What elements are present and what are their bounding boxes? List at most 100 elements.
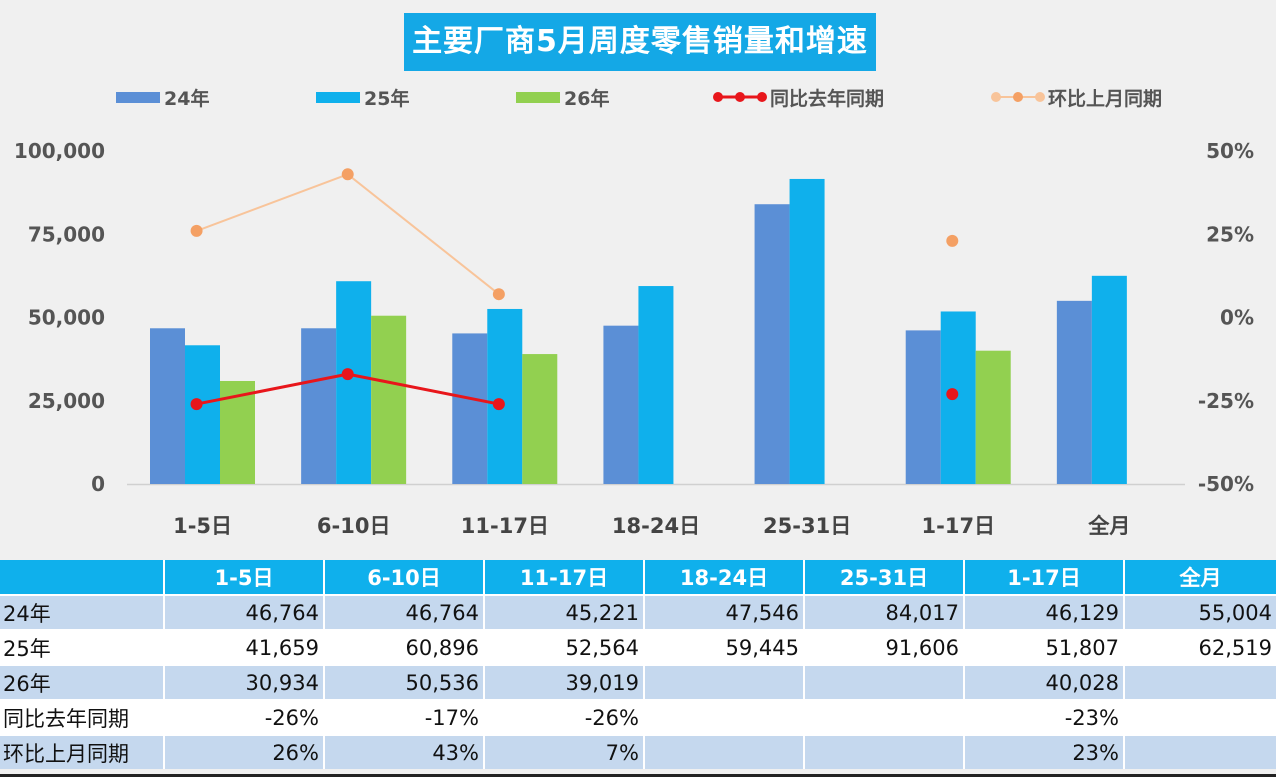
right-axis-tick-label: 0% — [1220, 306, 1254, 330]
x-axis-tick-label: 11-17日 — [461, 514, 549, 538]
bar-24年 — [603, 325, 639, 484]
table-cell: 7% — [483, 734, 644, 769]
table-cell: 62,519 — [1123, 629, 1276, 665]
table-cell: 30,934 — [163, 664, 324, 700]
table-cell: 91,606 — [803, 629, 964, 665]
row-label: 同比去年同期 — [0, 699, 164, 735]
line-segment-同比去年同期 — [196, 372, 349, 406]
table-header-corner — [0, 560, 164, 595]
left-axis-tick-label: 75,000 — [28, 222, 105, 246]
table-header-cell: 1-17日 — [963, 560, 1124, 595]
table-row: 24年 46,764 46,764 45,221 47,546 84,017 4… — [0, 594, 1276, 630]
table-cell: 51,807 — [963, 629, 1124, 665]
bar-25年 — [638, 286, 674, 484]
chart: 主要厂商5月周度零售销量和增速 24年 25年 26年 同比去年同期 环比上月同… — [14, 13, 1254, 538]
point-环比上月同期 — [190, 224, 203, 237]
x-axis-tick-label: 25-31日 — [763, 514, 851, 538]
table-cell: -26% — [163, 699, 324, 735]
table-cell: 26% — [163, 734, 324, 769]
right-axis-tick-label: -50% — [1198, 472, 1254, 496]
point-环比上月同期 — [492, 288, 505, 301]
legend-item-26: 26年 — [516, 84, 609, 110]
bar-24年 — [452, 333, 488, 484]
table-cell — [803, 664, 964, 700]
right-axis-tick-label: -25% — [1198, 389, 1254, 413]
table-cell — [803, 699, 964, 735]
bar-25年 — [185, 345, 220, 484]
bar-24年 — [905, 330, 941, 484]
legend-label-mom: 环比上月同期 — [1048, 87, 1163, 110]
point-同比去年同期 — [946, 388, 959, 401]
x-axis-tick-label: 6-10日 — [317, 514, 391, 538]
legend-item-25: 25年 — [316, 84, 409, 110]
legend-swatch-24 — [116, 91, 160, 103]
table-cell: 39,019 — [483, 664, 644, 700]
bar-26年 — [975, 350, 1011, 484]
table-header-cell: 11-17日 — [483, 560, 644, 595]
bar-26年 — [522, 354, 558, 484]
row-label: 26年 — [0, 664, 164, 700]
table-cell: 84,017 — [803, 594, 964, 630]
point-环比上月同期 — [946, 234, 959, 247]
table-cell — [803, 734, 964, 769]
table-cell — [1123, 664, 1276, 700]
legend-label-yoy: 同比去年同期 — [770, 87, 885, 110]
table-cell — [1123, 699, 1276, 735]
table-cell: 46,764 — [323, 594, 484, 630]
left-axis-tick-label: 25,000 — [28, 389, 105, 413]
table-cell — [643, 699, 804, 735]
bar-25年 — [487, 308, 523, 484]
legend-swatch-26 — [516, 91, 560, 103]
legend-swatch-25 — [316, 91, 360, 103]
table-cell: 46,129 — [963, 594, 1124, 630]
table-cell — [643, 734, 804, 769]
point-同比去年同期 — [492, 398, 505, 411]
table-cell: -23% — [963, 699, 1124, 735]
table-cell: 59,445 — [643, 629, 804, 665]
point-同比去年同期 — [341, 368, 354, 381]
left-axis-tick-label: 50,000 — [28, 306, 105, 330]
right-axis-tick-label: 25% — [1206, 222, 1254, 246]
table-cell — [643, 664, 804, 700]
bar-25年 — [336, 281, 372, 484]
left-axis-tick-label: 100,000 — [14, 139, 105, 163]
table-header-cell: 1-5日 — [163, 560, 324, 595]
line-segment-同比去年同期 — [347, 372, 500, 406]
table-cell — [1123, 734, 1276, 769]
table-cell: 45,221 — [483, 594, 644, 630]
table-cell: 60,896 — [323, 629, 484, 665]
row-label: 24年 — [0, 594, 164, 630]
x-axis-tick-label: 1-17日 — [922, 514, 996, 538]
table-cell: 23% — [963, 734, 1124, 769]
table-row: 同比去年同期 -26% -17% -26% -23% — [0, 699, 1276, 735]
table-row: 环比上月同期 26% 43% 7% 23% — [0, 734, 1276, 769]
legend-label-25: 25年 — [364, 87, 410, 110]
table-cell: -26% — [483, 699, 644, 735]
table-header-cell: 6-10日 — [323, 560, 484, 595]
left-axis-tick-label: 0 — [91, 472, 105, 496]
point-环比上月同期 — [341, 168, 354, 181]
right-axis-tick-label: 50% — [1206, 139, 1254, 163]
line-segment-环比上月同期 — [196, 173, 349, 232]
bottom-border — [0, 774, 1276, 777]
table-cell: 50,536 — [323, 664, 484, 700]
table-cell: 43% — [323, 734, 484, 769]
table-cell: 46,764 — [163, 594, 324, 630]
table-header-cell: 18-24日 — [643, 560, 804, 595]
table-cell: 40,028 — [963, 664, 1124, 700]
chart-plot: 0 25,000 50,000 75,000 100,000 -50% -25% 0% 25% 5… — [14, 139, 1254, 538]
legend-marker-mom — [991, 92, 1045, 102]
bar-25年 — [789, 178, 825, 484]
table-cell: -17% — [323, 699, 484, 735]
table-header-cell: 25-31日 — [803, 560, 964, 595]
bar-25年 — [940, 311, 976, 484]
row-label: 25年 — [0, 629, 164, 665]
table-header-row: 1-5日 6-10日 11-17日 18-24日 25-31日 1-17日 全月 — [0, 560, 1276, 595]
legend-item-24: 24年 — [116, 84, 209, 110]
table-cell: 47,546 — [643, 594, 804, 630]
x-axis-tick-label: 18-24日 — [612, 514, 700, 538]
bar-24年 — [150, 328, 185, 484]
line-segment-环比上月同期 — [347, 173, 500, 295]
legend-item-mom: 环比上月同期 — [990, 84, 1162, 110]
point-同比去年同期 — [190, 398, 203, 411]
